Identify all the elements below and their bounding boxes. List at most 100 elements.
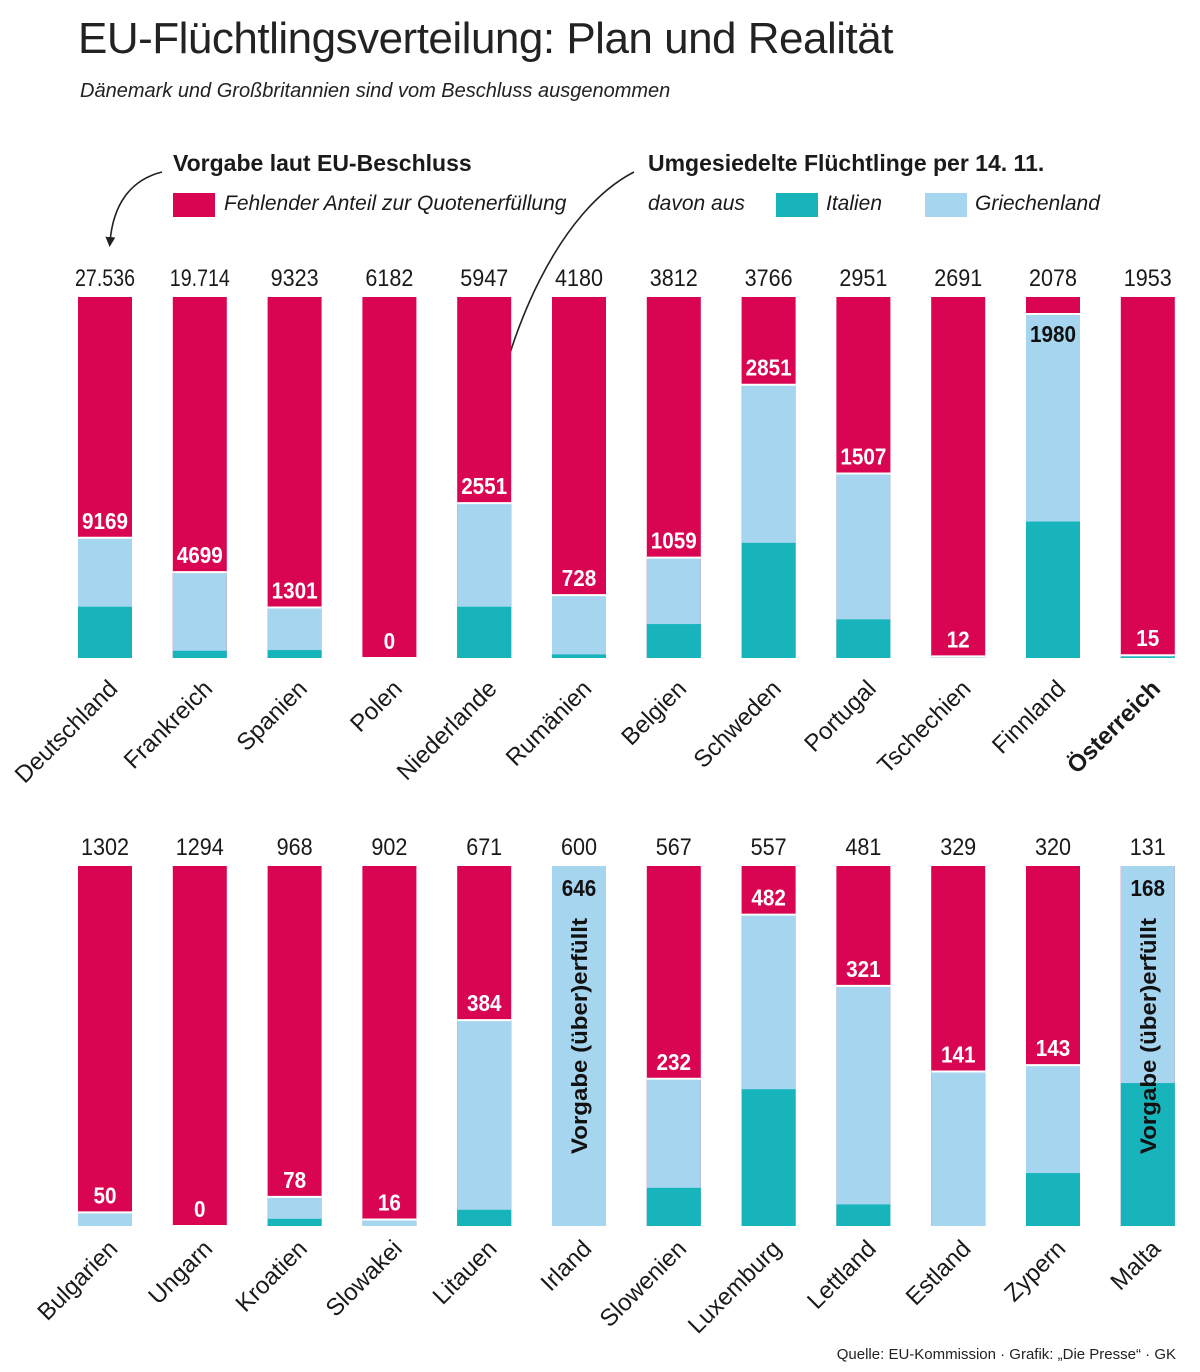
country-label-kroatien: Kroatien xyxy=(231,1235,313,1317)
country-label-niederlande: Niederlande xyxy=(392,675,503,786)
legend-greece-swatch xyxy=(925,193,967,217)
country-label-estland: Estland xyxy=(901,1235,977,1311)
bar-missing-kroatien xyxy=(267,866,322,1226)
bar-greece-lettland xyxy=(836,985,891,1226)
country-label-tschechien: Tschechien xyxy=(872,675,976,779)
resettled-value-niederlande: 2551 xyxy=(461,473,507,499)
resettled-value-luxemburg: 482 xyxy=(751,885,786,911)
legend-greece-label: Griechenland xyxy=(975,192,1100,215)
resettled-value-irland: 646 xyxy=(562,875,597,901)
resettled-value-lettland: 321 xyxy=(846,956,881,982)
bar-italy-portugal xyxy=(836,619,891,658)
bar-italy-deutschland xyxy=(78,606,132,658)
bar-missing-österreich xyxy=(1120,297,1175,658)
resettled-value-bulgarien: 50 xyxy=(94,1182,117,1208)
resettled-value-ungarn: 0 xyxy=(194,1196,206,1222)
bar-greece-irland xyxy=(552,866,606,1226)
country-label-slowakei: Slowakei xyxy=(321,1235,408,1322)
bar-missing-slowakei xyxy=(362,866,417,1226)
resettled-value-deutschland: 9169 xyxy=(82,508,128,534)
resettled-value-tschechien: 12 xyxy=(947,626,970,652)
bar-italy-österreich xyxy=(1120,656,1175,658)
bar-italy-litauen xyxy=(457,1209,512,1226)
bar-italy-belgien xyxy=(646,624,701,658)
quota-value-finnland: 2078 xyxy=(1029,265,1077,292)
bar-italy-schweden xyxy=(741,542,796,658)
bar-missing-tschechien xyxy=(931,297,986,658)
resettled-value-spanien: 1301 xyxy=(272,577,318,603)
bar-greece-rumänien xyxy=(552,595,606,658)
quota-value-polen: 6182 xyxy=(365,265,413,292)
resettled-value-slowakei: 16 xyxy=(378,1190,401,1216)
quota-value-schweden: 3766 xyxy=(745,265,793,292)
quota-value-frankreich: 19.714 xyxy=(170,265,230,292)
resettled-value-zypern: 143 xyxy=(1036,1035,1071,1061)
legend-italy-swatch xyxy=(776,193,818,217)
fulfilled-label-malta: Vorgabe (über)erfüllt xyxy=(1136,917,1161,1154)
country-label-finnland: Finnland xyxy=(987,675,1071,759)
bar-greece-estland xyxy=(931,1071,986,1226)
country-label-rumänien: Rumänien xyxy=(501,675,597,771)
country-label-litauen: Litauen xyxy=(428,1235,503,1310)
quota-value-estland: 329 xyxy=(940,834,976,861)
legend-italy-label: Italien xyxy=(826,192,883,215)
legend-arrow-quota xyxy=(105,171,163,247)
bar-italy-rumänien xyxy=(552,654,606,658)
legend-resettled-heading: Umgesiedelte Flüchtlinge per 14. 11. xyxy=(648,150,1045,176)
bar-greece-bulgarien xyxy=(78,1212,132,1226)
resettled-value-malta: 168 xyxy=(1131,875,1166,901)
country-label-belgien: Belgien xyxy=(616,675,692,751)
quota-value-kroatien: 968 xyxy=(277,834,313,861)
bar-missing-polen xyxy=(362,297,417,658)
country-label-malta: Malta xyxy=(1105,1235,1166,1296)
country-label-spanien: Spanien xyxy=(231,675,312,756)
country-label-ungarn: Ungarn xyxy=(143,1235,218,1310)
bar-italy-lettland xyxy=(836,1204,891,1226)
fulfilled-label-irland: Vorgabe (über)erfüllt xyxy=(567,917,592,1154)
bar-italy-slowenien xyxy=(646,1187,701,1226)
quota-value-lettland: 481 xyxy=(845,834,881,861)
quota-value-rumänien: 4180 xyxy=(555,265,603,292)
quota-value-tschechien: 2691 xyxy=(934,265,982,292)
resettled-value-belgien: 1059 xyxy=(651,528,697,554)
bar-italy-luxemburg xyxy=(741,1089,796,1226)
country-label-zypern: Zypern xyxy=(999,1235,1071,1307)
quota-value-irland: 600 xyxy=(561,834,597,861)
quota-value-österreich: 1953 xyxy=(1124,265,1172,292)
country-label-irland: Irland xyxy=(536,1235,598,1297)
bar-missing-ungarn xyxy=(172,866,227,1226)
quota-value-bulgarien: 1302 xyxy=(81,834,129,861)
resettled-value-portugal: 1507 xyxy=(840,444,886,470)
quota-value-malta: 131 xyxy=(1130,834,1166,861)
quota-value-slowakei: 902 xyxy=(371,834,407,861)
resettled-value-schweden: 2851 xyxy=(746,355,792,381)
legend-missing-label: Fehlender Anteil zur Quotenerfüllung xyxy=(224,192,567,215)
resettled-value-österreich: 15 xyxy=(1136,625,1159,651)
quota-value-belgien: 3812 xyxy=(650,265,698,292)
country-label-bulgarien: Bulgarien xyxy=(32,1235,123,1326)
resettled-value-litauen: 384 xyxy=(467,990,502,1016)
source-credit: Quelle: EU-Kommission · Grafik: „Die Pre… xyxy=(836,1346,1176,1363)
quota-value-luxemburg: 557 xyxy=(751,834,787,861)
country-label-österreich: Österreich xyxy=(1062,675,1166,779)
legend-missing-swatch xyxy=(173,193,215,217)
quota-value-deutschland: 27.536 xyxy=(75,265,135,292)
bar-greece-slowakei xyxy=(362,1219,417,1226)
quota-value-litauen: 671 xyxy=(466,834,502,861)
bar-italy-finnland xyxy=(1026,521,1080,658)
bar-greece-frankreich xyxy=(172,572,227,658)
quota-value-spanien: 9323 xyxy=(271,265,319,292)
chart-subtitle: Dänemark und Großbritannien sind vom Bes… xyxy=(80,80,671,102)
chart-title: EU-Flüchtlingsverteilung: Plan und Reali… xyxy=(78,14,893,63)
bar-italy-frankreich xyxy=(172,650,227,658)
legend-quota-heading: Vorgabe laut EU-Beschluss xyxy=(173,150,472,176)
bar-greece-litauen xyxy=(457,1020,512,1226)
country-label-slowenien: Slowenien xyxy=(595,1235,692,1332)
bar-greece-spanien xyxy=(267,607,322,658)
country-label-lettland: Lettland xyxy=(802,1235,881,1314)
bar-missing-bulgarien xyxy=(78,866,132,1226)
country-label-polen: Polen xyxy=(345,675,408,738)
resettled-value-estland: 141 xyxy=(941,1042,976,1068)
bar-italy-zypern xyxy=(1026,1173,1080,1226)
